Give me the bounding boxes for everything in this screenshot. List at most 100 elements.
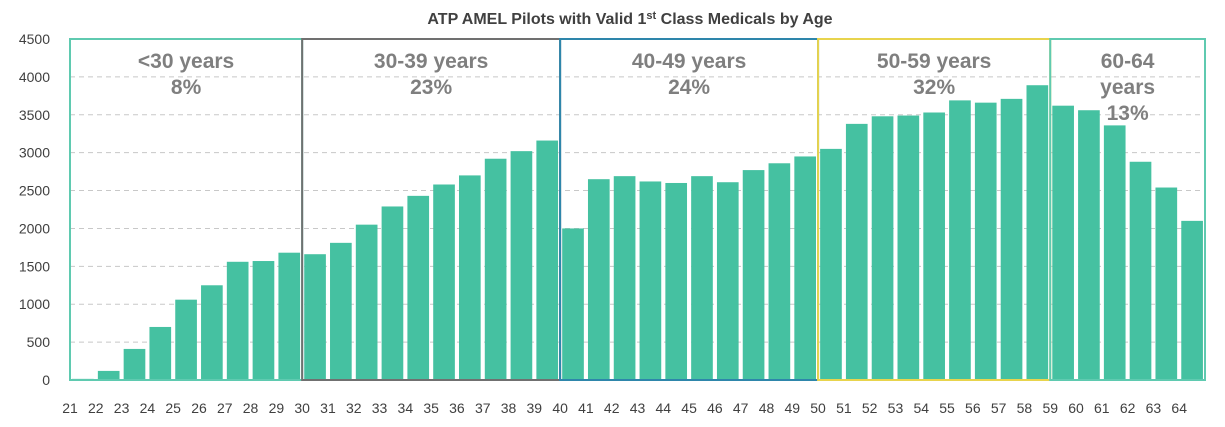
bar-age-60 (1078, 110, 1100, 380)
y-tick-label: 2500 (19, 183, 50, 199)
bar-age-22 (97, 370, 120, 380)
bar-age-34 (407, 195, 430, 380)
age-group-label: 32% (913, 76, 955, 99)
age-group-label: 50-59 years (877, 50, 991, 73)
x-tick-label: 34 (398, 400, 414, 416)
bar-age-62 (1129, 161, 1152, 380)
bar-age-38 (510, 151, 533, 380)
x-tick-label: 29 (269, 400, 285, 416)
bar-age-23 (123, 348, 146, 380)
bar-age-47 (742, 170, 765, 380)
bar-age-39 (536, 140, 559, 380)
bar-age-49 (794, 156, 817, 380)
x-tick-label: 24 (140, 400, 156, 416)
x-tick-label: 26 (191, 400, 207, 416)
x-tick-label: 55 (939, 400, 955, 416)
x-tick-label: 54 (913, 400, 929, 416)
bar-age-28 (252, 261, 275, 380)
bar-age-52 (871, 116, 894, 380)
x-tick-label: 48 (759, 400, 775, 416)
bar-age-43 (639, 181, 662, 380)
x-tick-label: 50 (810, 400, 826, 416)
bar-age-61 (1103, 125, 1126, 381)
bar-age-35 (433, 184, 455, 380)
age-group-label: 24% (668, 76, 710, 99)
bar-age-30 (304, 254, 326, 380)
bar-age-27 (226, 261, 249, 380)
x-tick-label: 21 (62, 400, 78, 416)
bar-layer (72, 85, 1203, 381)
age-group-label: 8% (171, 76, 202, 99)
bar-age-26 (201, 285, 223, 380)
y-tick-label: 1000 (19, 296, 50, 312)
bar-age-63 (1155, 187, 1178, 380)
x-tick-label: 23 (114, 400, 130, 416)
x-axis-ticks: 21 22 23 24 25 26 27 28 29 30 31 32 33 34 35 36 37 38 39 40… (62, 400, 1187, 416)
y-tick-label: 0 (42, 372, 50, 388)
x-tick-label: 53 (888, 400, 904, 416)
x-tick-label: 39 (527, 400, 543, 416)
x-tick-label: 28 (243, 400, 259, 416)
x-tick-label: 30 (294, 400, 310, 416)
x-tick-label: 40 (552, 400, 568, 416)
y-axis-ticks: 0 500 1000 1500 2000 2500 3000 3500 4000 4500 (19, 31, 50, 388)
x-tick-label: 46 (707, 400, 723, 416)
age-group-label: <30 years (138, 50, 234, 73)
x-tick-label: 59 (1042, 400, 1058, 416)
bar-age-32 (355, 224, 378, 380)
age-group-label: 60-64 (1101, 50, 1155, 73)
x-tick-label: 56 (965, 400, 981, 416)
bar-age-37 (484, 158, 507, 380)
x-tick-label: 25 (165, 400, 181, 416)
bar-age-48 (768, 163, 791, 380)
x-tick-label: 47 (733, 400, 749, 416)
bar-age-54 (923, 112, 945, 380)
bar-age-41 (587, 179, 610, 380)
x-tick-label: 49 (784, 400, 800, 416)
bar-age-44 (665, 182, 688, 380)
x-tick-label: 58 (1017, 400, 1033, 416)
bar-age-51 (845, 123, 868, 381)
bar-age-53 (897, 115, 920, 380)
bar-age-36 (458, 175, 481, 380)
chart-title: ATP AMEL Pilots with Valid 1st Class Med… (427, 10, 832, 28)
bar-age-46 (716, 182, 739, 380)
x-tick-label: 35 (423, 400, 439, 416)
bar-age-64 (1181, 220, 1203, 380)
y-tick-label: 500 (27, 334, 51, 350)
x-tick-label: 60 (1068, 400, 1084, 416)
x-tick-label: 42 (604, 400, 620, 416)
x-tick-label: 44 (656, 400, 672, 416)
age-group-label: 23% (410, 76, 452, 99)
x-tick-label: 37 (475, 400, 491, 416)
age-group-label: 30-39 years (374, 50, 488, 73)
age-group-box (1049, 38, 1207, 381)
bar-age-24 (149, 326, 172, 380)
x-tick-label: 52 (862, 400, 878, 416)
y-tick-label: 3500 (19, 107, 50, 123)
x-tick-label: 32 (346, 400, 362, 416)
bar-age-56 (974, 102, 997, 381)
x-tick-label: 41 (578, 400, 594, 416)
bar-age-45 (691, 176, 713, 380)
x-tick-label: 31 (320, 400, 336, 416)
bar-age-42 (613, 176, 636, 380)
x-tick-label: 45 (681, 400, 697, 416)
x-tick-label: 63 (1146, 400, 1162, 416)
x-tick-label: 57 (991, 400, 1007, 416)
age-group-label: 13% (1107, 102, 1149, 125)
bar-age-55 (949, 100, 971, 380)
age-group-label: 40-49 years (632, 50, 746, 73)
x-tick-label: 51 (836, 400, 852, 416)
bar-age-50 (820, 148, 842, 380)
y-tick-label: 1500 (19, 258, 50, 274)
x-tick-label: 64 (1171, 400, 1187, 416)
bar-age-29 (278, 252, 301, 380)
x-tick-label: 62 (1120, 400, 1136, 416)
x-tick-label: 27 (217, 400, 233, 416)
y-tick-label: 4500 (19, 31, 50, 47)
bar-age-58 (1026, 85, 1049, 381)
bar-age-33 (381, 206, 404, 380)
y-tick-label: 4000 (19, 69, 50, 85)
